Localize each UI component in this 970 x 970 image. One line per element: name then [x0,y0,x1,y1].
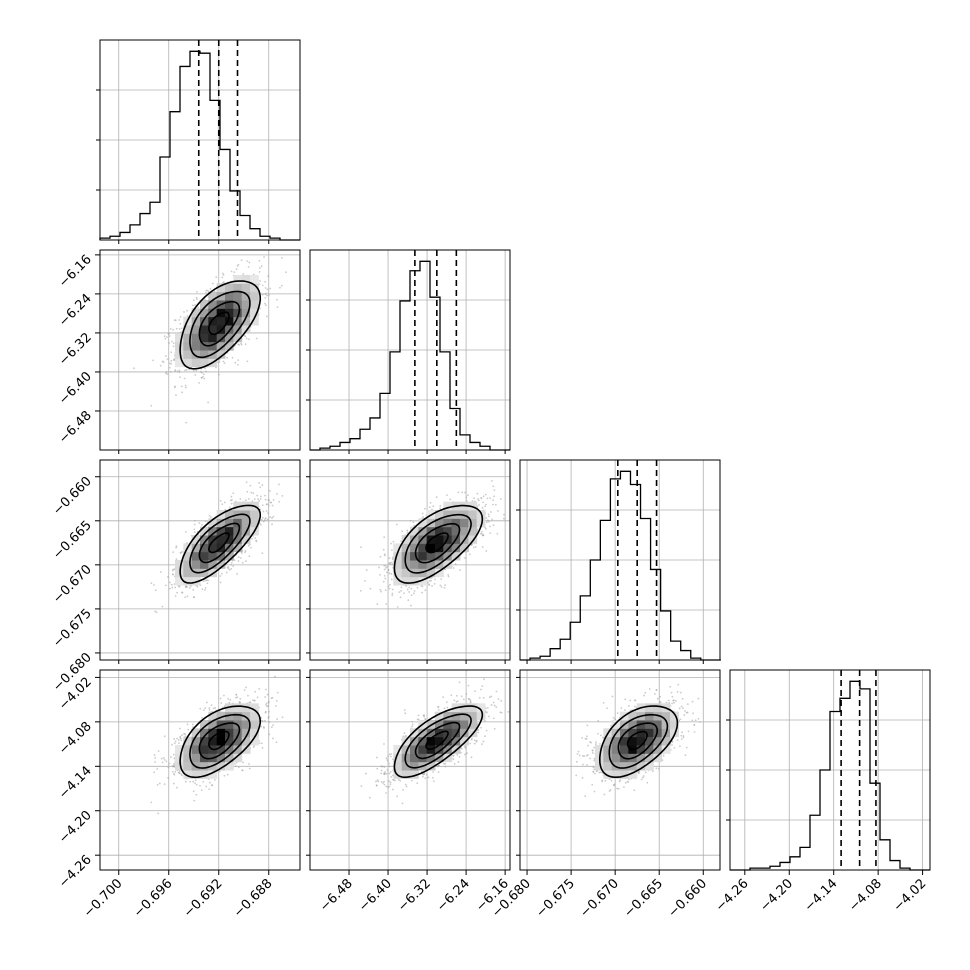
contour-lines [599,705,679,778]
x-tick-label: −6.24 [434,876,473,915]
contour-1.5-sigma [189,513,251,574]
x-tick-label: −0.660 [665,876,710,921]
contour-lines [393,504,484,584]
contour-1-sigma [617,722,658,760]
contour-0.5-sigma [208,311,230,336]
contour-1.5-sigma [404,513,472,574]
y-tick-label: −4.08 [56,719,95,758]
contour-2-sigma [599,705,679,778]
x-tick-label: −0.700 [81,876,126,921]
x-tick-label: −4.26 [713,876,752,915]
contour-0.5-sigma [208,532,230,554]
histogram-panel-p2 [516,459,721,664]
histogram-steps [99,50,300,241]
density-panel-p1-p2 [306,459,511,664]
histogram-panel-p1 [306,249,511,454]
panel-frame [309,249,511,451]
contour-lines [179,280,261,370]
contour-2-sigma [179,504,261,584]
contour-1-sigma [198,522,241,564]
x-tick-label: −6.32 [395,876,434,915]
x-tick-label: −6.48 [317,876,356,915]
y-tick-label: −6.48 [56,408,95,447]
x-tick-label: −0.688 [231,876,276,921]
x-tick-label: −0.670 [577,876,622,921]
contour-0.5-sigma [425,532,449,554]
contour-2-sigma [393,504,484,584]
x-tick-label: −4.08 [846,876,885,915]
x-tick-label: −0.692 [181,876,226,921]
y-tick-label: −6.24 [56,291,95,330]
y-tick-label: −0.670 [50,562,95,607]
panel-frame [99,39,301,241]
contour-1.5-sigma [608,714,669,769]
y-tick-label: −0.660 [50,474,95,519]
contour-1-sigma [414,721,461,760]
panel-frame [99,669,301,871]
density-panel-p0-p1: −6.48−6.40−6.32−6.24−6.16 [56,249,301,454]
histogram-steps [730,680,930,871]
histogram-panel-p0 [96,39,301,244]
density-panel-p1-p3: −6.48 −6.40 −6.32 −6.24 −6.16 [306,669,512,915]
y-tick-label: −0.665 [50,518,95,563]
contour-0.5-sigma [208,730,230,751]
density-panel-p0-p2: −0.680−0.675−0.670−0.665−0.660 [50,459,301,695]
histogram-steps [520,470,721,661]
x-tick-label: −4.02 [891,876,930,915]
panel-frame [309,459,511,661]
x-tick-label: −0.675 [533,876,578,921]
density-panel-p0-p3: −4.26−4.20−4.14−4.08−4.02−0.700 −0.696 −0.… [56,669,301,921]
histogram-steps [310,260,510,451]
contour-1-sigma [414,522,461,564]
y-tick-label: −6.16 [56,252,95,291]
contour-1.5-sigma [189,290,251,359]
contour-2-sigma [179,280,261,370]
panel-frame [99,249,301,451]
x-tick-label: −4.14 [802,876,841,915]
contour-lines [179,504,261,584]
panel-frame [519,459,721,661]
histogram-panel-p3: −4.26 −4.20 −4.14 −4.08 −4.02 [713,669,931,915]
y-tick-label: −6.32 [56,330,95,369]
panel-frame [309,669,511,871]
x-tick-label: −0.696 [131,876,176,921]
contour-lines [393,705,484,779]
y-tick-label: −4.14 [56,764,95,803]
y-tick-label: −6.40 [56,369,95,408]
y-tick-label: −4.20 [56,808,95,847]
density-cells [175,703,259,779]
contour-1.5-sigma [404,713,472,769]
contour-2-sigma [179,705,261,779]
panel-frame [729,669,931,871]
x-tick-label: −0.665 [621,876,666,921]
contour-2-sigma [393,705,484,779]
contour-1.5-sigma [189,713,251,769]
density-panel-p2-p3: −0.680 −0.675 −0.670 −0.665 −0.660 [489,669,721,921]
density-cells [595,703,679,779]
density-cells [393,501,486,586]
contour-0.5-sigma [425,730,449,750]
x-tick-label: −4.20 [757,876,796,915]
contour-1-sigma [198,722,241,760]
contour-0.5-sigma [626,730,648,751]
y-tick-label: −0.675 [50,606,95,651]
panel-frame [519,669,721,871]
x-tick-label: −6.40 [356,876,395,915]
panel-frame [99,459,301,661]
contour-lines [179,705,261,779]
contour-1-sigma [198,300,241,347]
y-tick-label: −4.26 [56,852,95,891]
